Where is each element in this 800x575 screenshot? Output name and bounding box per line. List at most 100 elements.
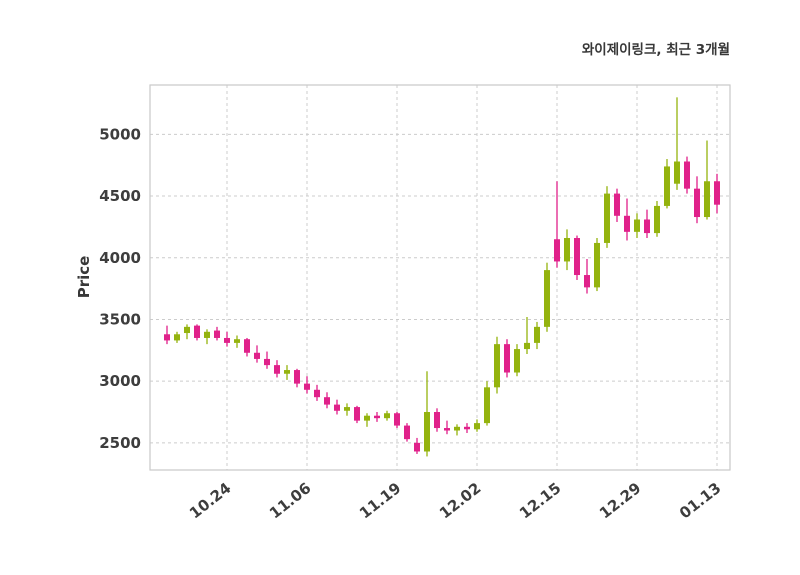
candle-up: [344, 403, 350, 416]
candle-down: [254, 345, 260, 363]
candle-up: [564, 229, 570, 271]
candle-body: [694, 188, 700, 218]
candle-down: [624, 198, 630, 241]
x-tick-labels: 10.24 11.06 11.19 12.02 12.15 12.29 01.13: [186, 479, 724, 522]
y-tick-label: 4000: [99, 249, 141, 267]
candle-body: [314, 389, 320, 398]
candle-body: [714, 181, 720, 205]
candle-body: [244, 339, 250, 353]
candle-body: [544, 270, 550, 327]
candle-body: [164, 334, 170, 341]
candle-up: [424, 371, 430, 457]
y-tick-label: 3000: [99, 372, 141, 390]
candle-body: [414, 442, 420, 452]
candle-up: [514, 344, 520, 377]
candle-up: [654, 200, 660, 237]
candle-down: [324, 392, 330, 409]
candle-up: [634, 213, 640, 239]
candle-down: [464, 423, 470, 433]
y-tick-label: 4500: [99, 187, 141, 205]
candle-up: [704, 140, 710, 220]
plot-border: [149, 84, 731, 471]
candle-up: [604, 186, 610, 248]
candle-body: [684, 161, 690, 189]
candle-down: [434, 408, 440, 432]
candle-down: [304, 376, 310, 394]
candle-body: [354, 407, 360, 421]
candle-body: [294, 370, 300, 384]
candle-up: [184, 324, 190, 340]
candle-down: [394, 412, 400, 429]
candle-down: [374, 412, 380, 422]
candle-body: [594, 242, 600, 288]
candle-body: [704, 181, 710, 218]
candle-body: [624, 215, 630, 232]
candle-body: [384, 413, 390, 419]
candle-body: [274, 365, 280, 374]
candle-body: [564, 238, 570, 262]
candle-down: [584, 258, 590, 294]
x-tick-label: 10.24: [186, 479, 234, 522]
candle-up: [484, 381, 490, 426]
candle-body: [524, 342, 530, 350]
candle-body: [464, 426, 470, 430]
candle-down: [314, 384, 320, 401]
candle-body: [554, 239, 560, 262]
chart-title: 와이제이링크, 최근 3개월: [582, 41, 730, 58]
candle-down: [614, 188, 620, 222]
y-tick-labels: 2500 3000 3500 4000 4500 5000: [99, 125, 141, 451]
candle-up: [364, 413, 370, 427]
candle-body: [444, 428, 450, 431]
candle-body: [584, 275, 590, 288]
candle-body: [234, 339, 240, 343]
y-axis-label: Price: [75, 256, 93, 299]
candle-body: [254, 352, 260, 359]
candle-down: [644, 209, 650, 239]
candle-body: [474, 423, 480, 430]
candle-body: [424, 412, 430, 452]
candle-up: [524, 316, 530, 355]
candle-body: [174, 334, 180, 341]
candle-body: [364, 415, 370, 421]
x-tick-label: 12.29: [596, 479, 644, 522]
y-tick-label: 2500: [99, 434, 141, 452]
candle-down: [444, 420, 450, 435]
candle-up: [544, 262, 550, 332]
candle-down: [224, 331, 230, 347]
candle-body: [184, 326, 190, 334]
candle-body: [634, 219, 640, 232]
y-tick-label: 3500: [99, 310, 141, 328]
candle-down: [244, 337, 250, 357]
candle-up: [674, 97, 680, 190]
x-tick-label: 11.19: [356, 479, 404, 522]
candle-body: [194, 325, 200, 338]
candle-body: [304, 383, 310, 390]
candle-body: [454, 426, 460, 431]
candle-body: [484, 387, 490, 424]
candle-body: [644, 219, 650, 234]
x-tick-label: 01.13: [676, 479, 724, 522]
candle-down: [264, 351, 270, 369]
candle-body: [334, 404, 340, 411]
candle-down: [554, 181, 560, 268]
candle-down: [504, 339, 510, 378]
candle-body: [534, 326, 540, 343]
candle-up: [174, 331, 180, 343]
candle-down: [164, 325, 170, 345]
candle-body: [324, 397, 330, 405]
candle-body: [204, 331, 210, 338]
candle-down: [354, 405, 360, 424]
candle-down: [214, 326, 220, 341]
candle-down: [684, 156, 690, 194]
candle-down: [334, 399, 340, 415]
candle-up: [664, 159, 670, 209]
candle-body: [674, 161, 680, 184]
candle-up: [594, 238, 600, 292]
candle-body: [224, 337, 230, 343]
grid-lines: [150, 85, 730, 470]
candle-up: [474, 419, 480, 432]
candle-body: [264, 358, 270, 366]
candle-body: [394, 413, 400, 426]
